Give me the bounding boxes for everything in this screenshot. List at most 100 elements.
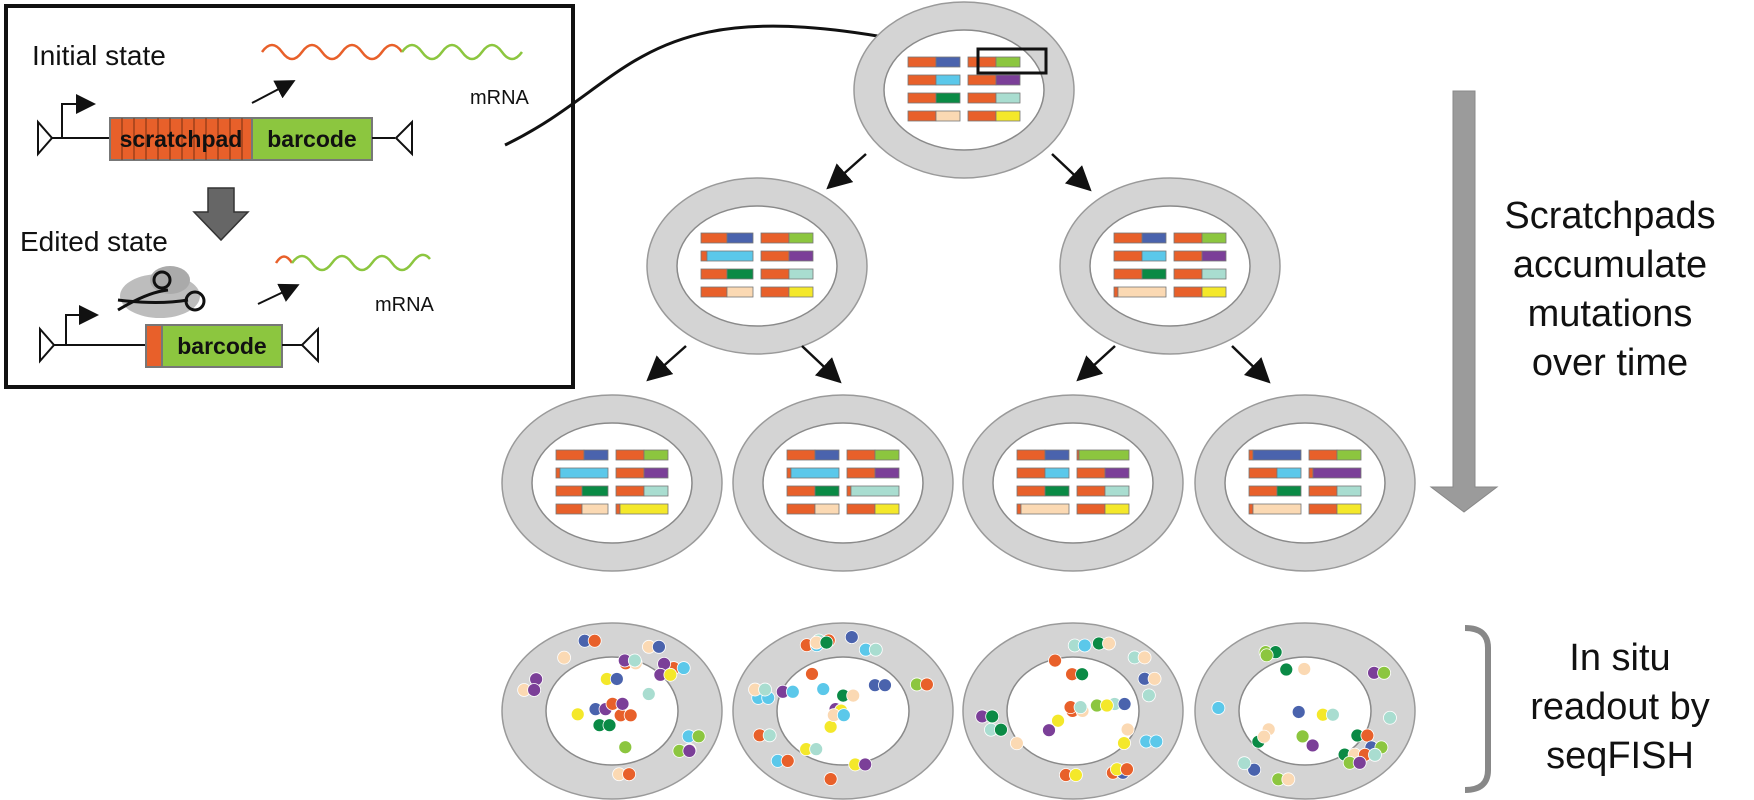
inset-panel: Initial state scratchpad barcode mRNA Ed… (4, 4, 575, 389)
fish-dot (627, 653, 642, 668)
fish-dot (1247, 762, 1262, 777)
scratchpad-segment (1248, 503, 1254, 515)
barcode-segment (1276, 485, 1302, 497)
scratchpad-segment (907, 74, 937, 86)
fish-dot (1295, 729, 1310, 744)
scratchpad-segment (1016, 503, 1022, 515)
fish-dot (682, 743, 697, 758)
scratchpad-segment (1076, 485, 1106, 497)
scratchpad-segment (1248, 449, 1254, 461)
fish-dot (1141, 688, 1156, 703)
readout-line: readout by (1530, 686, 1710, 728)
scratchpad-segment (1173, 286, 1203, 298)
scratchpad-segment (1308, 503, 1338, 515)
mrna-wave-green (400, 43, 524, 61)
fish-dot (1051, 713, 1065, 728)
barcode-label: barcode (267, 126, 356, 152)
fish-dot (1377, 665, 1391, 680)
barcode-segment (814, 485, 840, 497)
barcode-segment (935, 92, 961, 104)
lineage-arrows (646, 153, 1271, 384)
barcode-segment (706, 250, 754, 262)
scratchpad-segment (1113, 286, 1119, 298)
scratchpad-segment (1248, 485, 1278, 497)
lineage-tree (501, 1, 1416, 800)
branch-arrow (1231, 345, 1271, 384)
fish-dot (1077, 638, 1092, 653)
barcode-segment (1104, 503, 1130, 515)
cell-nucleus (762, 422, 924, 544)
fish-dot (809, 742, 824, 757)
scratchpad-segment (700, 232, 728, 244)
accumulate-line: accumulate (1512, 244, 1708, 286)
barcode-segment (1252, 503, 1302, 515)
edited-barcode-label: barcode (177, 333, 266, 359)
accumulate-line: mutations (1527, 293, 1693, 335)
scratchpad-segment (1248, 467, 1278, 479)
edited-transcription-arrow-icon (257, 283, 300, 305)
mrna-label-initial: mRNA (470, 87, 530, 109)
fish-dot (1117, 697, 1132, 711)
fish-dot (641, 687, 656, 701)
fish-dot (785, 684, 800, 699)
edited-mrna-wave-orange (274, 255, 294, 264)
barcode-segment (995, 110, 1021, 122)
barcode-segment (1336, 503, 1362, 515)
accumulate-line: over time (1531, 342, 1689, 384)
barcode-segment (935, 56, 961, 68)
barcode-segment (1252, 449, 1302, 461)
scratchpad-segment (967, 110, 997, 122)
barcode-segment (790, 467, 840, 479)
accumulate-label: Scratchpads accumulate mutations over ti… (1482, 192, 1738, 388)
fish-dot (836, 708, 851, 723)
scratchpad-segment (700, 286, 728, 298)
branch-arrow (826, 153, 867, 190)
fish-dot (823, 772, 838, 786)
fish-dot (1360, 728, 1375, 743)
fish-dot (1069, 768, 1083, 782)
barcode-segment (814, 449, 840, 461)
fish-dot (1352, 755, 1367, 770)
fish-dot (1042, 723, 1056, 738)
branch-arrow (646, 345, 687, 382)
scratchpad-segment (786, 449, 816, 461)
cell (501, 394, 723, 572)
barcode-segment (1044, 485, 1070, 497)
time-arrow (1429, 90, 1499, 513)
scratchpad-segment (1308, 467, 1314, 479)
barcode-segment (1104, 467, 1130, 479)
fish-dot (1305, 738, 1320, 753)
barcode-segment (1201, 232, 1227, 244)
edited-mrna-wave-green (290, 253, 431, 272)
transcription-arrow-icon (251, 80, 296, 104)
barcode-segment (583, 449, 609, 461)
barcode-segment (935, 74, 961, 86)
fish-dot (846, 688, 861, 703)
scratchpad-segment (615, 449, 645, 461)
barcode-segment (788, 268, 814, 280)
scratchpad-segment (760, 268, 790, 280)
fish-dot (819, 635, 834, 650)
fish-dot (1117, 736, 1131, 751)
scratchpad-segment (846, 449, 876, 461)
branch-arrow (1051, 153, 1092, 192)
scratchpad-segment (1113, 268, 1143, 280)
branch-arrow (801, 345, 842, 384)
readout-bracket (1464, 625, 1491, 793)
fish-dot (1297, 662, 1312, 676)
barcode-segment (874, 467, 900, 479)
edited-promoter-arrow-icon (65, 305, 99, 345)
fish-dot (1075, 667, 1089, 682)
scratchpad-segment (907, 92, 937, 104)
barcode-segment (1044, 467, 1070, 479)
edited-barcode-block (161, 324, 283, 368)
cell-nucleus (992, 422, 1154, 544)
fish-dot (527, 683, 542, 697)
barcode-segment (874, 503, 900, 515)
readout-line: In situ (1569, 637, 1671, 679)
fish-dot (1149, 734, 1164, 749)
cell-nucleus (1089, 205, 1251, 327)
accumulate-line: Scratchpads (1504, 195, 1716, 237)
cell-nucleus (1224, 422, 1386, 544)
